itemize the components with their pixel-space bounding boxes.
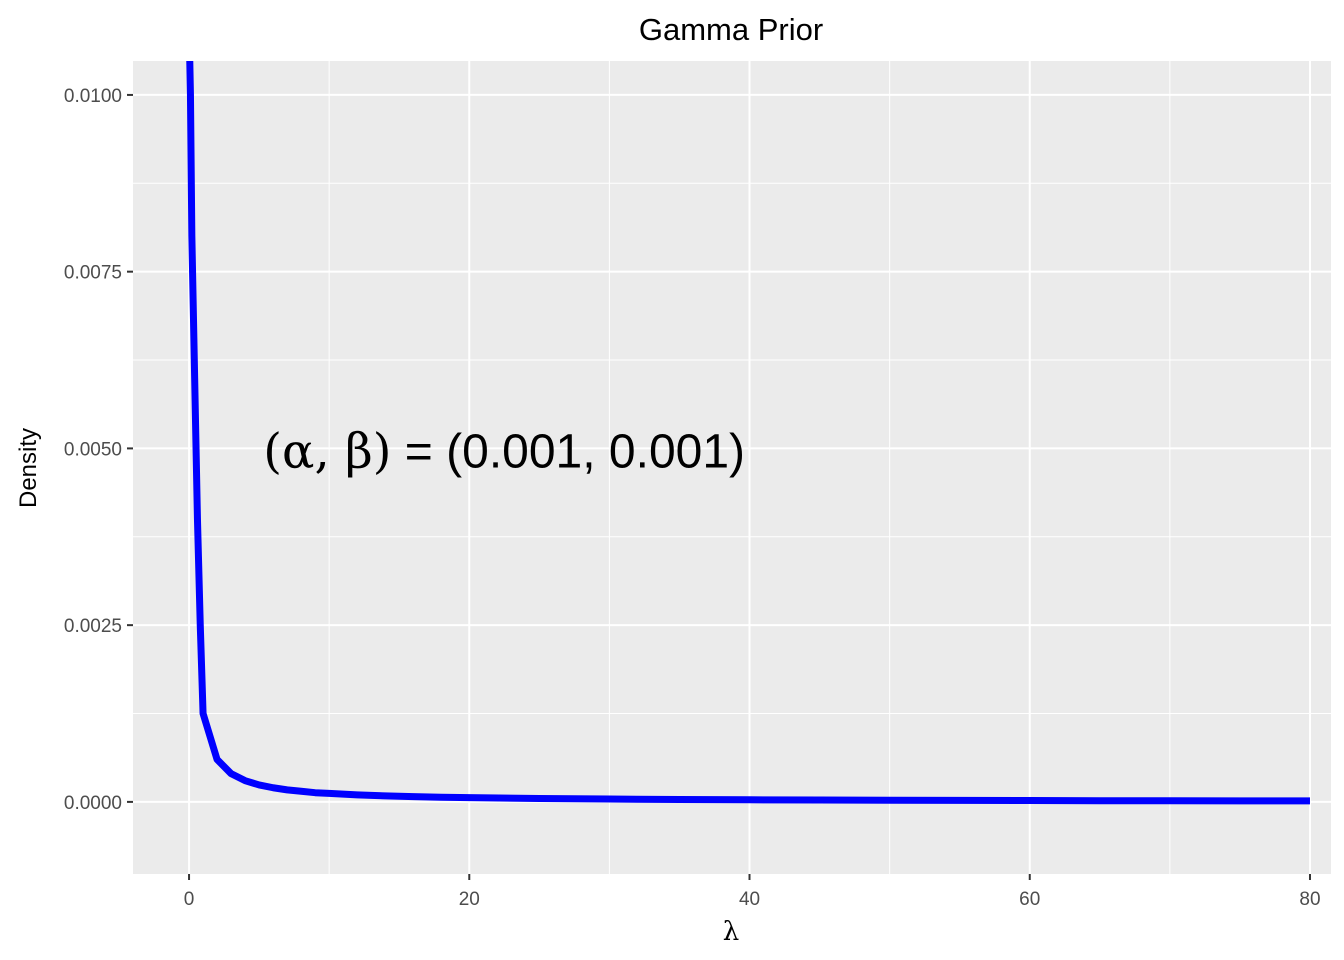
y-tick-label: 0.0075 [64, 263, 122, 284]
series-layer [186, 61, 1310, 805]
parameter-annotation: (α, β) = (0.001, 0.001) [263, 423, 745, 479]
y-tick-label: 0.0050 [64, 439, 122, 460]
y-tick-label: 0.0100 [64, 86, 122, 107]
x-tick-label: 20 [459, 889, 480, 910]
x-tick-label: 0 [184, 889, 195, 910]
plot-panel [133, 61, 1331, 874]
chart-title: Gamma Prior [639, 12, 823, 47]
x-axis-label: λ [723, 917, 739, 947]
annotation-values: = (0.001, 0.001) [391, 425, 745, 478]
y-axis-label: Density [15, 428, 42, 508]
y-tick-label: 0.0025 [64, 616, 122, 637]
y-tick-label: 0.0000 [64, 793, 122, 814]
x-tick-label: 40 [739, 889, 760, 910]
x-axis-ticks: 0 20 40 60 80 [184, 874, 1321, 910]
x-tick-label: 80 [1299, 889, 1320, 910]
density-curve [186, 61, 1310, 805]
y-axis-ticks: 0.0000 0.0025 0.0050 0.0075 0.0100 [64, 86, 133, 814]
annotation-greek: (α, β) [263, 423, 391, 479]
minor-gridlines [133, 61, 1331, 874]
x-tick-label: 60 [1019, 889, 1040, 910]
